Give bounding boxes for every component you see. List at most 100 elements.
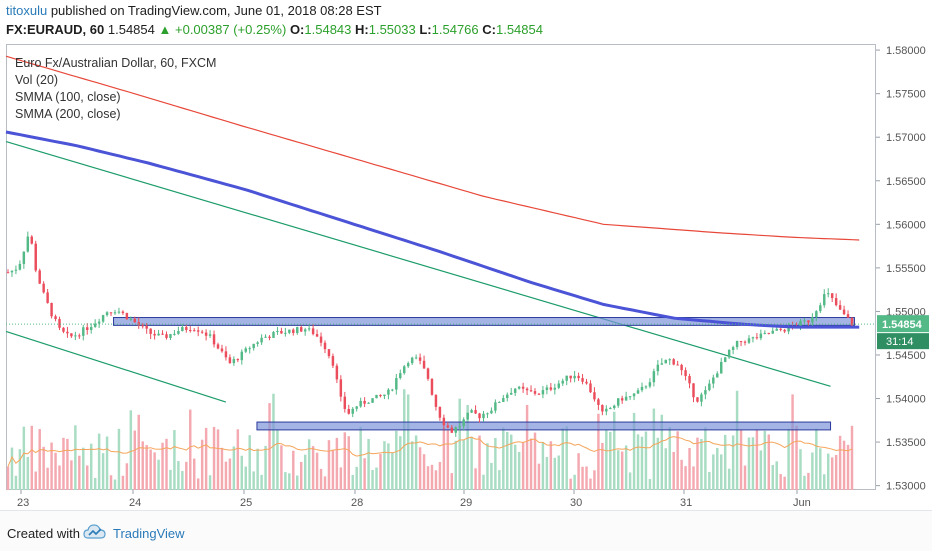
volume-bar (93, 477, 97, 490)
candle (640, 386, 644, 391)
volume-bar (557, 455, 561, 490)
volume-bar (399, 436, 402, 490)
candle (720, 361, 723, 374)
volume-bar (414, 435, 418, 490)
price-tag: 1.54854 31:14 (6, 315, 929, 350)
volume-bar (200, 439, 204, 490)
footer: Created with TradingView (0, 510, 932, 551)
candle (161, 333, 164, 335)
volume-bar (165, 438, 168, 490)
volume-bar (692, 466, 695, 490)
legend-smma100: SMMA (100, close) (15, 90, 121, 104)
candle (22, 251, 26, 264)
candle (363, 400, 366, 404)
candle (593, 392, 596, 400)
candle (731, 347, 735, 350)
volume-bar (264, 445, 267, 490)
volume-bar (216, 429, 220, 490)
low-value: 1.54766 (431, 22, 479, 37)
candle (157, 333, 160, 336)
candle (688, 376, 691, 384)
volume-bar (418, 447, 422, 490)
candle (815, 311, 818, 318)
volume-bar (811, 452, 814, 490)
candle (343, 396, 347, 409)
volume-bar (537, 463, 541, 490)
candle (557, 383, 561, 388)
volume-bar (727, 468, 731, 490)
x-tick-label: 24 (129, 497, 141, 509)
volume-bar (506, 431, 509, 490)
candle (46, 292, 49, 303)
volume-bar (466, 404, 469, 490)
y-tick-label: 1.57000 (886, 132, 926, 144)
candle (700, 394, 703, 402)
y-tick-label: 1.58000 (886, 45, 926, 57)
candle (18, 263, 22, 270)
author-link[interactable]: titoxulu (6, 3, 48, 18)
candle (252, 343, 255, 349)
candle (807, 320, 810, 323)
volume-bar (624, 445, 628, 490)
volume-bar (779, 474, 782, 490)
volume-bar (406, 394, 410, 490)
volume-bar (133, 430, 137, 490)
volume-bar (454, 440, 457, 490)
volume-bar (513, 444, 517, 490)
volume-bar (74, 425, 77, 490)
volume-bar (442, 427, 446, 490)
candle (145, 325, 148, 329)
candle (391, 389, 394, 391)
volume-bar (664, 448, 667, 490)
volume-bar (6, 466, 10, 490)
candle (410, 357, 414, 364)
candle (66, 331, 69, 334)
volume-bar (616, 450, 620, 490)
candle (834, 298, 838, 306)
smma-lines (5, 55, 860, 329)
volume-bar (605, 429, 608, 490)
close-value: 1.54854 (495, 22, 543, 37)
candle (268, 336, 271, 338)
volume-bar (335, 437, 339, 490)
volume-bar (359, 426, 362, 490)
volume-bar (137, 414, 140, 490)
candle (256, 342, 259, 344)
volume-bar (422, 454, 426, 490)
tradingview-brand[interactable]: TradingView (113, 526, 185, 541)
volume-bar (379, 453, 382, 490)
published-text: published on TradingView.com, June 01, 2… (50, 3, 382, 18)
volume-bar (315, 452, 319, 490)
candle (723, 357, 727, 362)
candle (383, 394, 386, 397)
volume-bar (161, 442, 164, 490)
candle (672, 359, 675, 365)
candle (216, 344, 220, 349)
candle (819, 305, 822, 312)
volume-bar (739, 429, 743, 490)
volume-bar (240, 455, 244, 490)
candle (708, 383, 711, 391)
candle (664, 359, 667, 364)
tradingview-cloud-icon[interactable] (83, 521, 107, 543)
candle (93, 323, 97, 327)
candle (34, 243, 37, 271)
y-tick-label: 1.54000 (886, 394, 926, 406)
volume-bar (403, 389, 406, 490)
legend-title: Euro Fx/Australian Dollar, 60, FXCM (15, 56, 217, 70)
x-tick-label: 31 (680, 497, 692, 509)
candle (117, 311, 121, 313)
candle (292, 329, 295, 333)
volume-bar (723, 434, 727, 490)
candle (6, 272, 10, 274)
volume-bar (395, 430, 398, 490)
volume-bar (331, 449, 335, 490)
candle (601, 404, 604, 412)
volume-bar (799, 449, 802, 490)
volume-bar (735, 390, 739, 490)
candle (521, 386, 525, 389)
volume-bar (260, 474, 263, 490)
volume-bar (66, 438, 69, 490)
countdown-box (877, 333, 929, 350)
price-chart[interactable]: 1.58000 1.57500 1.57000 1.56500 1.56000 1.555… (0, 0, 932, 510)
